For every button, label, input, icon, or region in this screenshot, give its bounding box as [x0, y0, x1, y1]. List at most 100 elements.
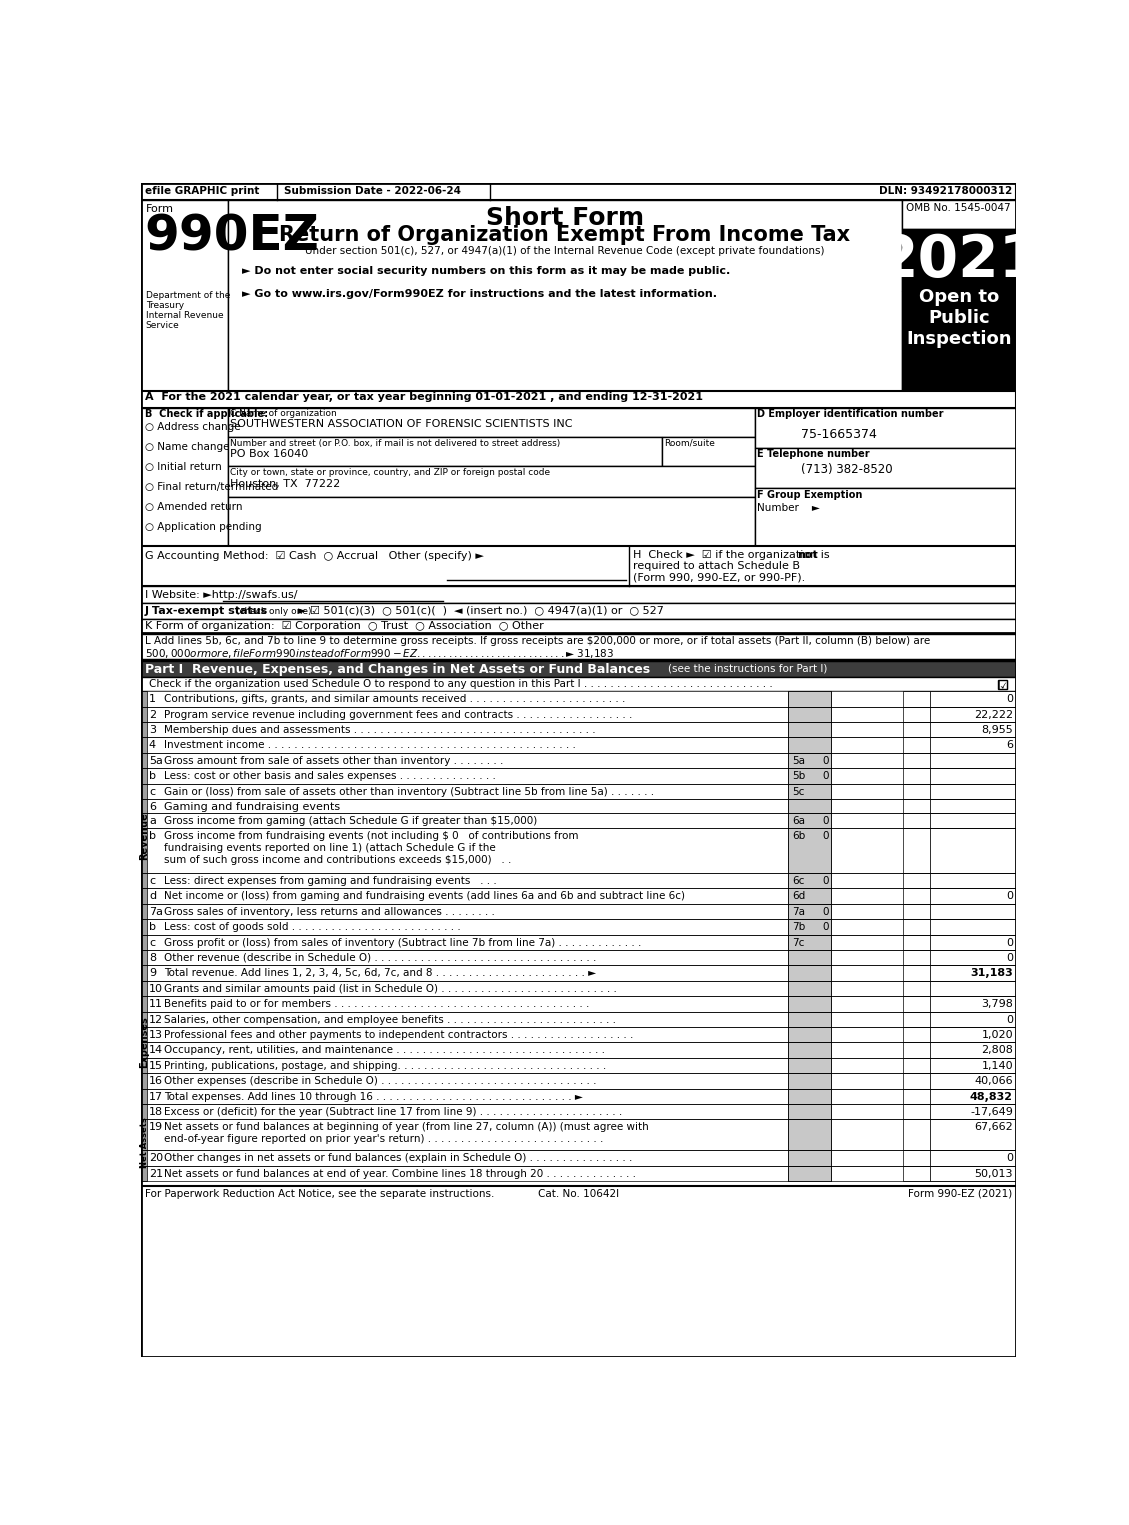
Text: Professional fees and other payments to independent contractors . . . . . . . . : Professional fees and other payments to …	[165, 1029, 633, 1040]
Bar	[141, 604, 1016, 619]
Bar	[903, 1165, 930, 1180]
Bar	[930, 935, 1016, 950]
Bar	[930, 889, 1016, 904]
Bar	[903, 828, 930, 872]
Bar	[788, 935, 831, 950]
Bar	[141, 660, 1016, 677]
Bar	[788, 872, 831, 889]
Bar	[141, 981, 1016, 996]
Bar	[141, 965, 1016, 981]
Bar	[903, 706, 930, 721]
Bar	[930, 799, 1016, 813]
Text: not: not	[797, 549, 819, 560]
Text: 6: 6	[149, 802, 156, 813]
Bar	[141, 872, 1016, 889]
Bar	[788, 1058, 831, 1074]
Text: 12: 12	[149, 1014, 163, 1025]
Text: Salaries, other compensation, and employee benefits . . . . . . . . . . . . . . : Salaries, other compensation, and employ…	[165, 1014, 616, 1025]
Bar	[903, 996, 930, 1011]
Text: OMB No. 1545-0047: OMB No. 1545-0047	[907, 203, 1010, 214]
Text: d: d	[149, 892, 156, 901]
Text: ○ Application pending: ○ Application pending	[145, 522, 262, 532]
Bar	[930, 872, 1016, 889]
Text: c: c	[149, 875, 155, 886]
Bar	[788, 996, 831, 1011]
Bar	[903, 1011, 930, 1026]
Text: Total expenses. Add lines 10 through 16 . . . . . . . . . . . . . . . . . . . . : Total expenses. Add lines 10 through 16 …	[165, 1092, 584, 1101]
Text: 0: 0	[1006, 1014, 1013, 1025]
Bar	[141, 1150, 1016, 1165]
Text: 7a: 7a	[149, 907, 163, 917]
Text: Expenses: Expenses	[139, 1017, 149, 1068]
Text: 0: 0	[823, 816, 830, 827]
Text: 9: 9	[149, 968, 156, 979]
Text: 21: 21	[149, 1168, 163, 1179]
Bar	[788, 920, 831, 935]
Bar	[903, 1042, 930, 1058]
Text: 10: 10	[149, 984, 163, 994]
Bar	[903, 799, 930, 813]
Bar	[903, 691, 930, 706]
Bar	[930, 1150, 1016, 1165]
Bar	[755, 488, 1016, 546]
Text: 0: 0	[1006, 953, 1013, 962]
Text: 6a: 6a	[793, 816, 805, 827]
Text: ○ Initial return: ○ Initial return	[145, 462, 221, 471]
Text: Occupancy, rent, utilities, and maintenance . . . . . . . . . . . . . . . . . . : Occupancy, rent, utilities, and maintena…	[165, 1046, 605, 1055]
Text: ○ Final return/terminated: ○ Final return/terminated	[145, 482, 278, 491]
Text: 40,066: 40,066	[974, 1077, 1013, 1086]
Text: (check only one): (check only one)	[236, 607, 312, 616]
Bar	[788, 950, 831, 965]
Bar	[930, 1165, 1016, 1180]
Bar	[788, 706, 831, 721]
Bar	[788, 889, 831, 904]
Text: 17: 17	[149, 1092, 163, 1101]
Text: E Telephone number: E Telephone number	[758, 450, 869, 459]
Bar	[998, 680, 1007, 689]
Bar	[903, 1026, 930, 1042]
Bar	[930, 1119, 1016, 1150]
Text: A  For the 2021 calendar year, or tax year beginning 01-01-2021 , and ending 12-: A For the 2021 calendar year, or tax yea…	[145, 392, 703, 401]
Bar	[903, 920, 930, 935]
Bar	[903, 935, 930, 950]
Text: -17,649: -17,649	[970, 1107, 1013, 1116]
Text: Other changes in net assets or fund balances (explain in Schedule O) . . . . . .: Other changes in net assets or fund bala…	[165, 1153, 632, 1164]
Bar	[930, 691, 1016, 706]
Text: 2,808: 2,808	[981, 1046, 1013, 1055]
Text: 2: 2	[149, 709, 156, 720]
Text: Check if the organization used Schedule O to respond to any question in this Par: Check if the organization used Schedule …	[149, 679, 772, 689]
Text: Contributions, gifts, grants, and similar amounts received . . . . . . . . . . .: Contributions, gifts, grants, and simila…	[165, 694, 625, 705]
Bar	[930, 1058, 1016, 1074]
Text: a: a	[149, 816, 156, 827]
Bar	[903, 904, 930, 920]
Bar	[141, 677, 1016, 691]
Bar	[903, 889, 930, 904]
Bar	[788, 1165, 831, 1180]
Text: 31,183: 31,183	[970, 968, 1013, 979]
Bar	[788, 738, 831, 753]
Text: ► ☑ 501(c)(3)  ○ 501(c)(  )  ◄ (insert no.)  ○ 4947(a)(1) or  ○ 527: ► ☑ 501(c)(3) ○ 501(c)( ) ◄ (insert no.)…	[298, 605, 664, 616]
Text: 13: 13	[149, 1029, 163, 1040]
Bar	[141, 799, 1016, 813]
Bar	[903, 753, 930, 769]
Bar	[930, 1011, 1016, 1026]
Bar	[930, 981, 1016, 996]
Bar	[930, 769, 1016, 784]
Text: Printing, publications, postage, and shipping. . . . . . . . . . . . . . . . . .: Printing, publications, postage, and shi…	[165, 1061, 606, 1071]
Text: 15: 15	[149, 1061, 163, 1071]
Text: 6: 6	[1006, 741, 1013, 750]
Text: 3,798: 3,798	[981, 999, 1013, 1010]
Bar	[930, 1026, 1016, 1042]
Text: (Form 990, 990-EZ, or 990-PF).: (Form 990, 990-EZ, or 990-PF).	[633, 572, 805, 583]
Text: Investment income . . . . . . . . . . . . . . . . . . . . . . . . . . . . . . . : Investment income . . . . . . . . . . . …	[165, 741, 576, 750]
Text: Form 990-EZ (2021): Form 990-EZ (2021)	[908, 1188, 1013, 1199]
Text: $500,000 or more, file Form 990 instead of Form 990-EZ . . . . . . . . . . . . .: $500,000 or more, file Form 990 instead …	[145, 647, 614, 660]
Bar	[141, 390, 1016, 407]
Bar	[788, 828, 831, 872]
Bar	[755, 448, 1016, 488]
Text: 0: 0	[823, 756, 830, 766]
Text: Grants and similar amounts paid (list in Schedule O) . . . . . . . . . . . . . .: Grants and similar amounts paid (list in…	[165, 984, 618, 994]
Text: Less: cost or other basis and sales expenses . . . . . . . . . . . . . . .: Less: cost or other basis and sales expe…	[165, 772, 497, 781]
Text: Short Form: Short Form	[485, 206, 645, 230]
Bar	[930, 950, 1016, 965]
